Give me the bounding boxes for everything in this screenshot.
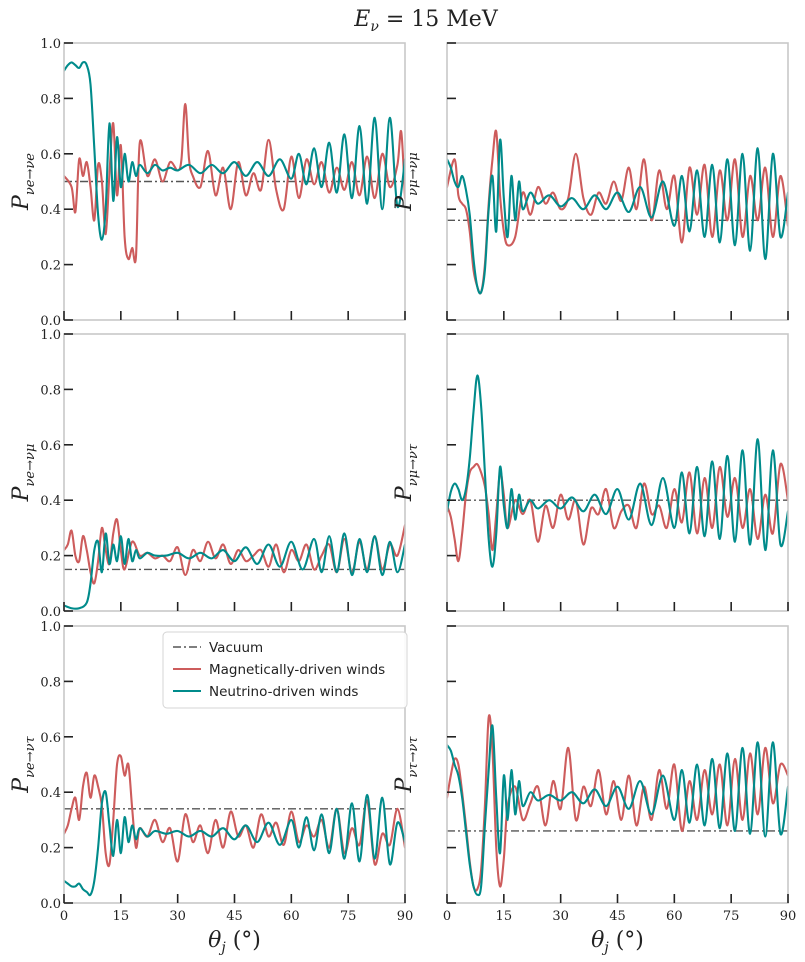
- series-neutrino: [64, 790, 405, 897]
- y-tick-label: 0.4: [40, 494, 61, 509]
- y-tick-label: 0.2: [40, 842, 61, 857]
- y-axis-label: Pνμ→νμ: [392, 152, 421, 211]
- panel-middle-left: 0.0 0.2 0.4 0.6 0.8 1.0 Pνe→νμ: [9, 328, 406, 620]
- y-tick-label: 0.0: [40, 897, 61, 912]
- y-label-symbol: P: [9, 194, 34, 211]
- legend: Vacuum Magnetically-driven winds Neutrino-…: [162, 631, 408, 709]
- y-tick-label: 0.4: [40, 203, 61, 218]
- panel-bottom-left: 0 15 30 45 60 75 90 0.0 0.2 0.4 0.6 0.8 1.0 Pνe→ντ θj …: [9, 620, 413, 956]
- y-label-symbol: P: [392, 485, 417, 502]
- panels-group: 0.00.20.40.60.81.0Pνe→νePνμ→νμ0.00.20.40…: [9, 37, 796, 956]
- series-neutrino: [447, 724, 788, 897]
- x-axis-label: θj (°): [591, 928, 644, 956]
- plot-area: [64, 61, 405, 264]
- series-neutrino: [447, 374, 788, 568]
- y-tick-label: 0.2: [40, 550, 61, 565]
- plot-area: [447, 129, 788, 295]
- x-tick-label: 90: [397, 909, 414, 924]
- x-label-unit: (°): [226, 928, 261, 953]
- y-label-subscript: νμ→ντ: [406, 443, 421, 486]
- plot-area: [447, 374, 788, 568]
- legend-label-neutrino: Neutrino-driven winds: [209, 684, 358, 700]
- y-label-subscript: νμ→νμ: [406, 152, 421, 196]
- title-symbol: E: [353, 7, 370, 32]
- title-subscript: ν: [370, 19, 379, 35]
- y-axis-label: Pνe→νe: [9, 153, 38, 211]
- y-tick-label: 1.0: [40, 620, 61, 635]
- x-tick-label: 90: [780, 909, 797, 924]
- plot-area: [64, 754, 405, 897]
- y-tick-label: 1.0: [40, 328, 61, 343]
- y-tick-label: 0.0: [40, 605, 61, 620]
- y-tick-label: 0.6: [40, 731, 61, 746]
- x-tick-label: 0: [443, 909, 451, 924]
- y-axis-label: Pντ→ντ: [392, 736, 421, 794]
- y-axis-label: Pνe→ντ: [9, 735, 38, 793]
- y-label-symbol: P: [9, 485, 34, 502]
- y-label-symbol: P: [9, 777, 34, 794]
- y-label-subscript: νe→νμ: [23, 444, 38, 487]
- legend-label-magnetic: Magnetically-driven winds: [209, 662, 385, 678]
- x-label-subscript: j: [601, 940, 609, 956]
- y-tick-label: 0.8: [40, 383, 61, 398]
- x-tick-label: 45: [609, 909, 626, 924]
- series-magnetic: [447, 462, 788, 563]
- x-label-symbol: θ: [208, 928, 221, 953]
- panel-top-right: Pνμ→νμ: [392, 42, 789, 321]
- legend-label-vacuum: Vacuum: [209, 640, 263, 656]
- y-tick-label: 0.4: [40, 786, 61, 801]
- x-tick-label: 75: [340, 909, 357, 924]
- x-tick-label: 45: [226, 909, 243, 924]
- x-tick-label: 75: [723, 909, 740, 924]
- y-label-symbol: P: [392, 776, 417, 793]
- legend-box: [162, 631, 408, 709]
- y-tick-label: 0.0: [40, 314, 61, 329]
- axes-frame: [446, 333, 789, 612]
- x-tick-label: 60: [666, 909, 683, 924]
- y-tick-label: 0.2: [40, 259, 61, 274]
- y-tick-label: 0.8: [40, 675, 61, 690]
- title-rest: = 15 MeV: [379, 7, 499, 32]
- x-axis-label: θj (°): [208, 928, 261, 956]
- panel-top-left: 0.0 0.2 0.4 0.6 0.8 1.0 Pνe→νe: [9, 37, 406, 329]
- series-neutrino: [64, 61, 405, 241]
- y-label-subscript: νe→ντ: [23, 735, 38, 777]
- x-label-symbol: θ: [591, 928, 604, 953]
- x-tick-label: 15: [113, 909, 130, 924]
- x-label-subscript: j: [218, 940, 226, 956]
- y-axis-label: Pνe→νμ: [9, 444, 38, 503]
- x-tick-label: 30: [169, 909, 186, 924]
- x-label-unit: (°): [609, 928, 644, 953]
- figure-title: Eν = 15 MeV: [353, 7, 499, 35]
- y-label-subscript: νe→νe: [23, 153, 38, 195]
- panel-bottom-right: 0 15 30 45 60 75 90 Pντ→ντ θj (°): [392, 625, 797, 956]
- plot-area: [64, 518, 405, 610]
- x-tick-label: 0: [60, 909, 68, 924]
- series-neutrino: [447, 138, 788, 295]
- series-neutrino: [64, 532, 405, 610]
- panel-middle-right: Pνμ→ντ: [392, 333, 789, 612]
- x-tick-label: 15: [496, 909, 513, 924]
- y-label-subscript: ντ→ντ: [406, 736, 421, 778]
- x-tick-label: 30: [552, 909, 569, 924]
- y-tick-label: 0.6: [40, 148, 61, 163]
- y-label-symbol: P: [392, 195, 417, 212]
- plot-area: [447, 714, 788, 897]
- x-tick-label: 60: [283, 909, 300, 924]
- y-tick-label: 1.0: [40, 37, 61, 52]
- y-tick-label: 0.8: [40, 92, 61, 107]
- y-tick-label: 0.6: [40, 439, 61, 454]
- y-axis-label: Pνμ→ντ: [392, 443, 421, 502]
